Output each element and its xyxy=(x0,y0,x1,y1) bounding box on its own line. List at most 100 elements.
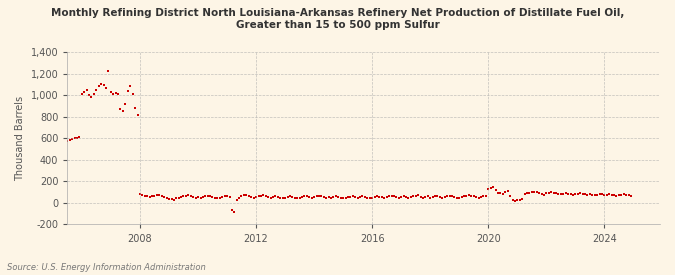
Point xyxy=(563,192,574,196)
Point xyxy=(565,192,576,197)
Point xyxy=(490,188,501,192)
Point xyxy=(603,192,614,197)
Point xyxy=(580,192,591,197)
Point xyxy=(410,194,421,198)
Point xyxy=(57,155,68,160)
Point xyxy=(470,195,481,199)
Point xyxy=(582,192,593,197)
Point xyxy=(96,82,107,87)
Point xyxy=(325,195,336,200)
Point xyxy=(209,195,220,200)
Point xyxy=(299,194,310,199)
Point xyxy=(234,196,244,200)
Point xyxy=(398,194,409,199)
Point xyxy=(180,194,191,198)
Point xyxy=(548,191,559,195)
Point xyxy=(529,189,539,194)
Point xyxy=(277,196,288,200)
Point xyxy=(377,195,387,199)
Point xyxy=(176,195,186,199)
Point xyxy=(589,193,600,197)
Point xyxy=(594,192,605,197)
Point xyxy=(195,195,206,200)
Point xyxy=(437,195,448,200)
Point xyxy=(290,195,300,200)
Point xyxy=(188,195,198,199)
Point xyxy=(403,195,414,200)
Point xyxy=(275,195,286,200)
Point xyxy=(374,195,385,199)
Point xyxy=(229,209,240,214)
Point xyxy=(357,194,368,199)
Text: Source: U.S. Energy Information Administration: Source: U.S. Energy Information Administ… xyxy=(7,263,205,272)
Point xyxy=(478,194,489,199)
Point xyxy=(265,195,276,200)
Point xyxy=(236,194,247,199)
Point xyxy=(352,195,363,200)
Point xyxy=(88,92,99,96)
Point xyxy=(149,194,160,198)
Point xyxy=(319,195,329,199)
Point xyxy=(99,83,109,88)
Point xyxy=(178,194,189,199)
Point xyxy=(52,156,63,160)
Point xyxy=(163,196,174,201)
Point xyxy=(255,194,266,198)
Point xyxy=(406,195,416,199)
Point xyxy=(321,195,331,200)
Point xyxy=(534,191,545,195)
Point xyxy=(200,194,211,199)
Point xyxy=(412,193,423,197)
Point xyxy=(62,139,73,144)
Point xyxy=(72,136,82,140)
Point xyxy=(614,193,624,197)
Point xyxy=(183,193,194,197)
Point xyxy=(219,194,230,199)
Point xyxy=(161,195,172,200)
Point xyxy=(487,185,498,189)
Point xyxy=(323,195,334,199)
Point xyxy=(539,192,549,197)
Point xyxy=(369,195,380,199)
Point xyxy=(429,194,440,199)
Point xyxy=(224,195,235,199)
Point xyxy=(261,194,271,198)
Point xyxy=(108,92,119,96)
Point xyxy=(432,194,443,198)
Point xyxy=(468,194,479,199)
Point xyxy=(304,195,315,199)
Point xyxy=(258,193,269,197)
Point xyxy=(568,192,578,197)
Point xyxy=(572,192,583,196)
Point xyxy=(267,195,278,199)
Point xyxy=(217,195,227,199)
Point xyxy=(364,196,375,200)
Point xyxy=(574,191,585,196)
Point xyxy=(151,193,162,197)
Point xyxy=(427,195,438,199)
Point xyxy=(524,191,535,195)
Point xyxy=(439,195,450,199)
Point xyxy=(226,208,237,212)
Point xyxy=(389,194,400,199)
Point xyxy=(192,195,203,199)
Point xyxy=(248,195,259,200)
Point xyxy=(113,92,124,96)
Point xyxy=(76,92,87,96)
Point xyxy=(383,194,394,199)
Point xyxy=(536,192,547,197)
Point xyxy=(311,194,322,199)
Point xyxy=(587,192,597,197)
Point xyxy=(146,194,157,199)
Point xyxy=(502,189,513,193)
Point xyxy=(497,192,508,196)
Point xyxy=(452,195,462,200)
Point xyxy=(435,195,446,199)
Point xyxy=(360,195,371,199)
Point xyxy=(531,190,542,194)
Point xyxy=(512,198,522,202)
Point xyxy=(81,87,92,92)
Point xyxy=(449,195,460,199)
Point xyxy=(115,106,126,111)
Point xyxy=(415,195,426,199)
